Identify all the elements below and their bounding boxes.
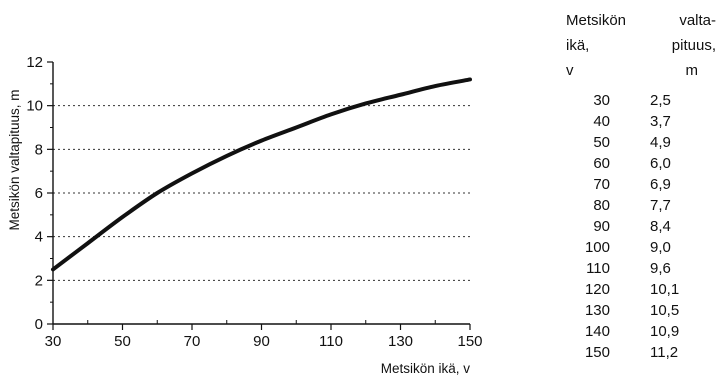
age-cell: 50: [593, 134, 610, 151]
header-cell: m: [685, 62, 699, 79]
age-cell: 110: [586, 260, 610, 277]
x-tick-label: 90: [253, 333, 270, 350]
age-cell: 40: [593, 113, 610, 130]
height-growth-chart: 30 50 70 90 110 130 150 0 2 4 6 8 10 12 Metsikön ikä…: [7, 54, 483, 376]
table-body: 30 2,5 40 3,7 50 4,9 60 6,0 70 6,9 80 7,7 90 8,4 100 9,…: [566, 90, 716, 363]
y-tick-label: 10: [26, 98, 43, 115]
table-row: 40 3,7: [566, 111, 716, 132]
x-ticks: 30 50 70 90 110 130 150: [45, 320, 483, 350]
age-cell: 120: [584, 281, 610, 298]
height-cell: 10,9: [650, 323, 680, 340]
table-row: 150 11,2: [566, 342, 716, 363]
table-row: 120 10,1: [566, 279, 716, 300]
table-row: 70 6,9: [566, 174, 716, 195]
series-line: [51, 77, 472, 272]
table-row: 110 9,6: [566, 258, 716, 279]
x-axis-label: Metsikön ikä, v: [381, 361, 471, 376]
age-cell: 90: [593, 218, 610, 235]
age-cell: 30: [593, 92, 610, 109]
x-tick-label: 130: [388, 333, 413, 350]
header-cell: valta-: [679, 12, 716, 29]
age-cell: 60: [593, 155, 610, 172]
x-tick-label: 30: [45, 333, 62, 350]
age-cell: 80: [593, 197, 610, 214]
table-header-row: v m: [566, 58, 716, 83]
age-cell: 130: [584, 302, 610, 319]
gridlines: [53, 105, 470, 281]
axes: [52, 62, 470, 325]
height-cell: 8,4: [650, 218, 671, 235]
y-ticks: 0 2 4 6 8 10 12: [26, 54, 53, 333]
y-tick-label: 0: [35, 316, 43, 333]
height-cell: 11,2: [650, 344, 679, 361]
table-row: 90 8,4: [566, 216, 716, 237]
height-cell: 2,5: [650, 92, 671, 109]
y-tick-label: 12: [26, 54, 43, 71]
y-tick-label: 2: [35, 272, 43, 289]
table-header-row: ikä, pituus,: [566, 33, 716, 58]
table-row: 60 6,0: [566, 153, 716, 174]
height-cell: 6,0: [650, 155, 671, 172]
table-header-row: Metsikön valta-: [566, 8, 716, 33]
table-row: 30 2,5: [566, 90, 716, 111]
age-cell: 140: [584, 323, 610, 340]
height-cell: 10,5: [650, 302, 680, 319]
header-cell: pituus,: [671, 37, 716, 54]
header-cell: ikä,: [566, 37, 590, 54]
y-axis-label: Metsikön valtapituus, m: [7, 89, 22, 230]
height-cell: 4,9: [650, 134, 671, 151]
table-row: 50 4,9: [566, 132, 716, 153]
age-cell: 150: [584, 344, 610, 361]
table-row: 80 7,7: [566, 195, 716, 216]
height-table: Metsikön valta- ikä, pituus, v m 30 2,5 40…: [566, 8, 716, 363]
table-row: 140 10,9: [566, 321, 716, 342]
x-tick-label: 110: [319, 333, 343, 350]
header-cell: v: [566, 62, 574, 79]
y-tick-label: 8: [35, 141, 43, 158]
height-cell: 9,0: [650, 239, 671, 256]
height-cell: 7,7: [650, 197, 671, 214]
x-tick-label: 50: [114, 333, 131, 350]
y-tick-label: 4: [35, 229, 43, 246]
x-tick-label: 70: [184, 333, 201, 350]
table-row: 100 9,0: [566, 237, 716, 258]
header-cell: Metsikön: [566, 12, 627, 29]
x-tick-label: 150: [457, 333, 482, 350]
height-cell: 6,9: [650, 176, 671, 193]
age-cell: 100: [584, 239, 610, 256]
y-tick-label: 6: [35, 185, 43, 202]
height-cell: 9,6: [650, 260, 671, 277]
age-cell: 70: [593, 176, 610, 193]
height-cell: 10,1: [650, 281, 680, 298]
height-cell: 3,7: [650, 113, 671, 130]
table-row: 130 10,5: [566, 300, 716, 321]
